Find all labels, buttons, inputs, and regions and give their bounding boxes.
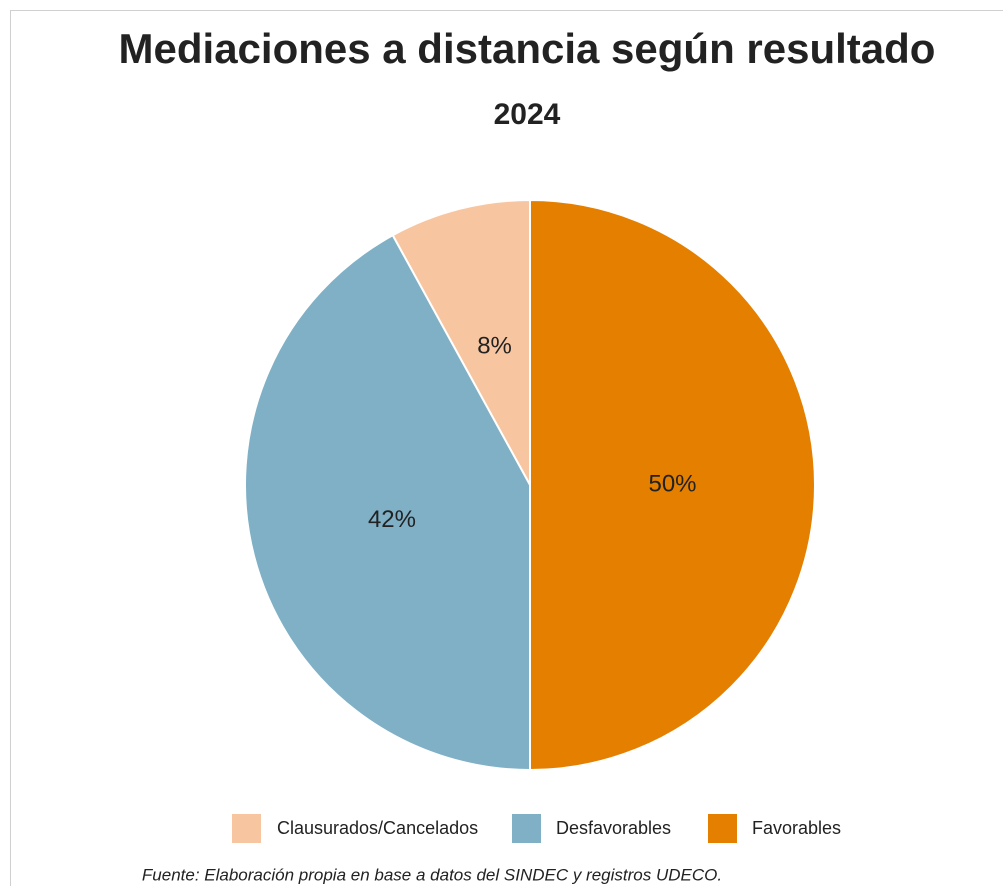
frame: [10, 10, 1003, 886]
legend-swatch: [708, 814, 737, 843]
chart-subtitle: 2024: [494, 98, 561, 131]
legend-label: Favorables: [752, 818, 841, 838]
legend-swatch: [232, 814, 261, 843]
data-label: 50%: [648, 470, 696, 497]
pie-slice: [529, 198, 816, 772]
legend-label: Clausurados/Cancelados: [277, 818, 478, 838]
pie-slice: [391, 198, 531, 486]
pie-slice: [244, 233, 531, 772]
legend-label: Desfavorables: [556, 818, 671, 838]
source-note: Fuente: Elaboración propia en base a dat…: [142, 865, 722, 884]
data-label: 42%: [368, 506, 416, 533]
legend-swatch: [512, 814, 541, 843]
chart-title: Mediaciones a distancia según resultado: [119, 25, 936, 72]
data-label: 8%: [477, 332, 512, 359]
